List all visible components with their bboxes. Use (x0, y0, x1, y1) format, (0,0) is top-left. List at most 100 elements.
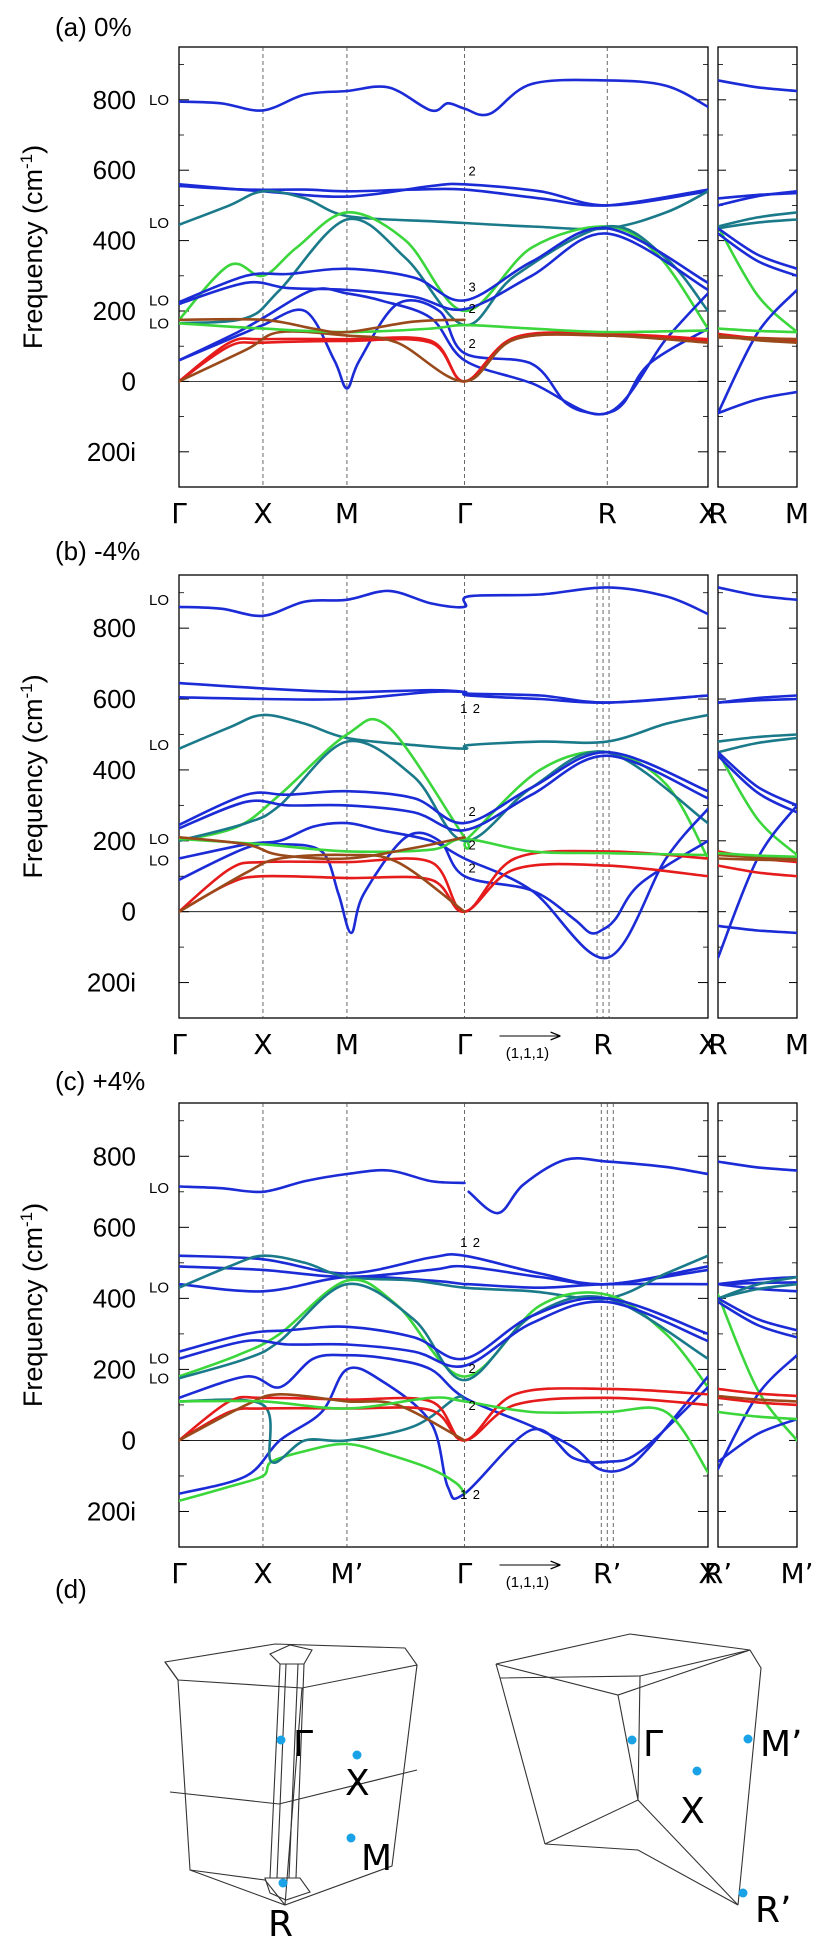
band-b4 (179, 189, 708, 231)
band-g4 (179, 1442, 466, 1503)
bz-left-gamma-point (276, 1735, 286, 1745)
y-tick-label: 0 (122, 897, 136, 927)
band-LO-high-b (467, 1157, 708, 1215)
plot-frame-side (717, 1102, 798, 1548)
band-b7 (179, 831, 708, 935)
band-gr3 (179, 1396, 708, 1474)
x-kpoint-label: R (593, 1028, 612, 1061)
x-kpoint-label: Γ (171, 497, 187, 530)
band-LO-high (179, 586, 708, 618)
band-b4 (179, 750, 708, 827)
degeneracy-label: 2 (473, 1235, 480, 1250)
side-band-b8 (718, 1417, 797, 1464)
band-b5 (179, 226, 708, 304)
band-b5 (179, 1296, 708, 1361)
side-band-br2 (718, 857, 797, 862)
side-band-br1 (718, 853, 797, 860)
band-b5 (179, 754, 708, 832)
side-band-LO-high (718, 79, 797, 93)
y-axis-label: Frequency (cm-1) (17, 1203, 48, 1407)
y-tick-label: 0 (122, 1425, 136, 1455)
x-kpoint-label: X (253, 497, 272, 530)
band-g2 (179, 717, 708, 860)
lo-label: LO (149, 315, 169, 332)
band-g1 (179, 1254, 708, 1301)
band-g5 (179, 1395, 466, 1465)
y-axis-label: Frequency (cm-1) (17, 674, 48, 878)
band-br1 (179, 1392, 466, 1442)
panel-title: (a) 0% (55, 12, 132, 42)
bz-right-gamma-label: Γ (643, 1724, 663, 1765)
band-b3 (179, 184, 708, 207)
side-band-g2 (718, 211, 797, 228)
bz-left-wireframe (164, 1643, 418, 1906)
degeneracy-label: 2 (468, 301, 475, 316)
lo-label: LO (149, 92, 169, 109)
y-tick-label: 800 (93, 1141, 136, 1171)
panel-title: (b) -4% (55, 536, 140, 566)
degeneracy-label: 1 (460, 1235, 467, 1250)
lo-label: LO (149, 831, 169, 848)
y-tick-label: 800 (93, 613, 136, 643)
y-tick-label: 400 (93, 1283, 136, 1313)
side-band-g3 (718, 1282, 797, 1300)
side-band-g2 (718, 1293, 797, 1442)
band-b8 (179, 1366, 708, 1501)
band-r1 (179, 1396, 708, 1442)
side-band-b4 (718, 218, 797, 230)
bz-right-mp-label: M’ (760, 1724, 803, 1765)
side-band-b7 (718, 924, 797, 935)
side-band-b8 (718, 390, 797, 415)
plot-frame-main (178, 574, 709, 1019)
x-kpoint-label: X (698, 1028, 717, 1061)
plot-frame-main (178, 46, 709, 488)
band-g1 (179, 713, 708, 751)
band-LO-high (179, 1168, 466, 1194)
y-tick-label: 200i (87, 1496, 136, 1526)
side-band-LO-high (718, 1160, 797, 1172)
band-r2 (179, 1387, 708, 1442)
band-r1 (179, 862, 708, 913)
band-b6 (179, 1300, 708, 1369)
lo-label: LO (149, 215, 169, 232)
y-tick-label: 0 (122, 366, 136, 396)
side-band-b6 (718, 232, 797, 278)
lo-label: LO (149, 1280, 169, 1297)
band-b8 (179, 299, 708, 416)
band-br2 (179, 317, 466, 334)
x-kpoint-label: M’ (330, 1557, 363, 1590)
x-kpoint-label: R’ (593, 1557, 621, 1590)
band-gr3 (179, 837, 708, 857)
side-band-b6 (718, 804, 797, 960)
degeneracy-label: 1 (460, 701, 467, 716)
y-tick-label: 200i (87, 968, 136, 998)
x-kpoint-label: Γ (457, 1028, 473, 1061)
lo-label: LO (149, 1370, 169, 1387)
brillouin-zone-panel: (d) Γ X M R (55, 1574, 803, 1944)
band-br2 (179, 836, 466, 861)
side-kpoint-label: M (785, 1028, 809, 1061)
side-band-br2 (718, 336, 797, 341)
bz-left-x-label: X (345, 1763, 370, 1804)
bz-left-m-point (346, 1833, 356, 1843)
bz-left-gamma-label: Γ (293, 1724, 313, 1765)
y-tick-label: 600 (93, 684, 136, 714)
degeneracy-label: 2 (473, 1487, 480, 1502)
y-tick-label: 600 (93, 155, 136, 185)
panel-title: (c) +4% (55, 1066, 145, 1096)
bz-left-r-label: R (268, 1904, 293, 1944)
x-kpoint-label: R (598, 497, 617, 530)
side-band-b7 (718, 1353, 797, 1471)
degeneracy-label: 3 (468, 280, 475, 295)
side-band-br1 (718, 1394, 797, 1403)
side-band-b3 (718, 1281, 797, 1286)
plot-frame-side (717, 46, 798, 488)
side-kpoint-label: M (785, 497, 809, 530)
x-kpoint-label: X (253, 1557, 272, 1590)
side-band-gr3 (718, 1410, 797, 1421)
bz-left-m-label: M (361, 1838, 392, 1879)
y-tick-label: 400 (93, 226, 136, 256)
